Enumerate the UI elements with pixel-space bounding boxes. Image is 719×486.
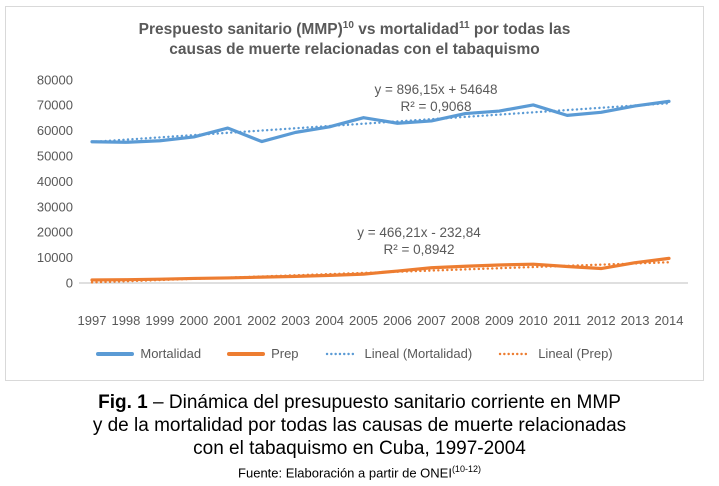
y-axis-tick-label: 10000 <box>37 250 73 265</box>
legend-item-mortalidad: Mortalidad <box>96 346 201 361</box>
x-axis-tick-label: 2006 <box>383 313 412 328</box>
x-axis-tick-label: 2000 <box>179 313 208 328</box>
series-line-mortalidad <box>90 99 671 144</box>
y-axis-tick-label: 0 <box>66 276 73 291</box>
plot-area: 0 10000 20000 30000 40000 50000 60000 70000 8000… <box>37 72 688 328</box>
legend-label: Lineal (Prep) <box>538 346 613 361</box>
y-axis-tick-label: 30000 <box>37 199 73 214</box>
legend-item-prep: Prep <box>227 346 299 361</box>
x-axis-tick-label: 2009 <box>485 313 514 328</box>
caption-line2: y de la mortalidad por todas las causas … <box>92 415 627 436</box>
legend: Mortalidad Prep Lineal (Mortalidad) Lineal … <box>6 346 703 361</box>
legend-key-dotted-line <box>325 352 358 355</box>
figure-source: Fuente: Elaboración a partir de ONEI(10-… <box>238 464 481 481</box>
caption-fig-label: Fig. 1 <box>98 392 148 413</box>
figure-caption: Fig. 1 – Dinámica del presupuesto sanita… <box>0 391 719 481</box>
chart-title-line2: causas de muerte relacionadas con el tab… <box>169 41 540 59</box>
title-text: Prespuesto sanitario (MMP) <box>138 21 343 39</box>
x-axis-tick-label: 1999 <box>145 313 174 328</box>
x-axis-tick-label: 2013 <box>621 313 650 328</box>
trendline-lineal-prep <box>90 261 671 284</box>
caption-line3: con el tabaquismo en Cuba, 1997-2004 <box>193 438 526 459</box>
x-axis-tick-label: 2008 <box>451 313 480 328</box>
y-axis-tick-label: 20000 <box>37 225 73 240</box>
r-squared-text: R² = 0,8942 <box>383 242 455 257</box>
trend-equation-prep: y = 466,21x - 232,84 R² = 0,8942 <box>304 224 534 258</box>
x-axis-tick-label: 2012 <box>587 313 616 328</box>
equation-text: y = 466,21x - 232,84 <box>357 225 481 240</box>
legend-item-lineal-mortalidad: Lineal (Mortalidad) <box>325 346 473 361</box>
chart: Prespuesto sanitario (MMP)10 vs mortalid… <box>5 6 704 381</box>
x-axis-tick-label: 2003 <box>281 313 310 328</box>
x-axis-tick-label: 2001 <box>213 313 242 328</box>
trendline-lineal-mortalidad <box>90 102 671 144</box>
legend-key-solid-line <box>227 351 266 356</box>
series-line-prep <box>90 256 671 282</box>
y-axis-tick-label: 40000 <box>37 174 73 189</box>
equation-text: y = 896,15x + 54648 <box>374 82 498 97</box>
legend-key-solid-line <box>96 351 135 356</box>
y-axis-tick-label: 80000 <box>37 72 73 87</box>
title-superscript: 11 <box>458 20 470 31</box>
x-axis-tick-label: 2007 <box>417 313 446 328</box>
legend-label: Mortalidad <box>140 346 202 361</box>
chart-title: Prespuesto sanitario (MMP)10 vs mortalid… <box>6 16 703 60</box>
caption-line1: Fig. 1 – Dinámica del presupuesto sanita… <box>98 392 621 413</box>
title-text: vs mortalidad <box>353 21 459 39</box>
r-squared-text: R² = 0,9068 <box>400 99 472 114</box>
x-axis-tick-label: 2010 <box>519 313 548 328</box>
x-axis-tick-label: 2014 <box>655 313 684 328</box>
x-axis-tick-label: 1997 <box>78 313 107 328</box>
legend-key-dotted-line <box>499 352 532 355</box>
x-axis-tick-label: 1998 <box>111 313 140 328</box>
y-axis-tick-label: 70000 <box>37 98 73 113</box>
x-axis-tick-label: 2002 <box>247 313 276 328</box>
chart-title-line1: Prespuesto sanitario (MMP)10 vs mortalid… <box>6 16 703 40</box>
x-axis-tick-label: 2011 <box>553 313 581 328</box>
y-axis-tick-label: 60000 <box>37 123 73 138</box>
legend-item-lineal-prep: Lineal (Prep) <box>498 346 613 361</box>
trend-equation-mortalidad: y = 896,15x + 54648 R² = 0,9068 <box>321 81 551 115</box>
title-text: por todas las <box>469 21 571 39</box>
legend-label: Lineal (Mortalidad) <box>364 346 473 361</box>
source-superscript: (10-12) <box>451 464 481 474</box>
x-axis-tick-label: 2005 <box>349 313 378 328</box>
title-superscript: 10 <box>342 20 354 31</box>
legend-label: Prep <box>271 346 299 361</box>
y-axis-tick-label: 50000 <box>37 149 73 164</box>
x-axis-tick-label: 2004 <box>315 313 344 328</box>
